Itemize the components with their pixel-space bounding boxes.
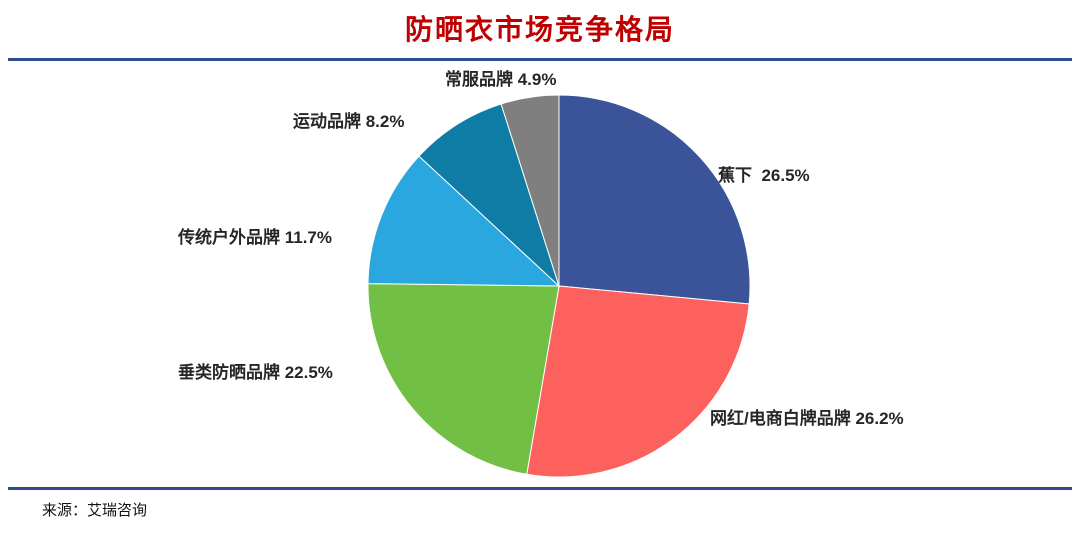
source-text: 来源：艾瑞咨询	[42, 502, 148, 519]
slice-label-chuilei-fangshai: 垂类防晒品牌 22.5%	[178, 363, 333, 382]
pie-slice-2	[367, 283, 560, 475]
pie-slice-4	[418, 103, 561, 288]
bottom-divider	[8, 487, 1072, 490]
pie-slice-0	[558, 94, 751, 305]
slice-label-wanghong-dianshang: 网红/电商白牌品牌 26.2%	[710, 409, 904, 428]
top-divider	[8, 58, 1072, 61]
slice-label-yundong: 运动品牌 8.2%	[293, 112, 405, 131]
pie-slice-5	[500, 94, 560, 287]
chart-title: 防晒衣市场竞争格局	[404, 14, 675, 45]
slice-label-jiaoxia: 蕉下 26.5%	[718, 166, 810, 185]
slice-label-changfu: 常服品牌 4.9%	[445, 70, 557, 89]
pie-slice-1	[526, 285, 750, 478]
slice-label-chuantong-huwai: 传统户外品牌 11.7%	[178, 228, 332, 247]
pie-slice-3	[367, 155, 561, 287]
